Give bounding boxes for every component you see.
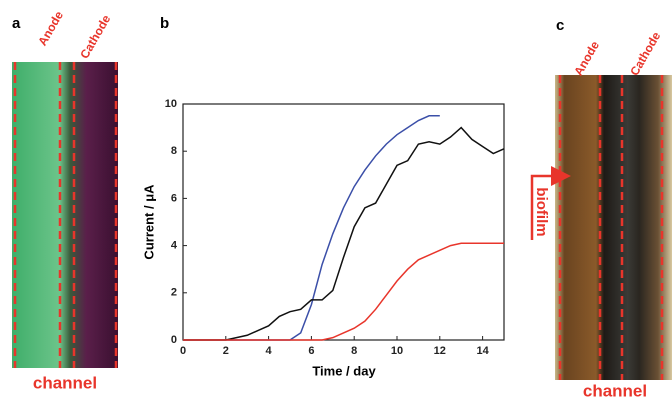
electrode-label: Anode <box>35 8 66 48</box>
micrograph <box>555 75 672 380</box>
x-tick-label: 6 <box>308 345 314 357</box>
chart: b Time / day Current / μA 0 2 4 6 8 10 12 14 0 2 4… <box>141 15 505 378</box>
y-tick-label: 2 <box>171 287 177 299</box>
arrow <box>530 166 571 240</box>
arrow-label: biofilm <box>533 187 550 236</box>
y-tick-label: 4 <box>171 240 178 252</box>
electrode-label: Anode <box>571 38 602 78</box>
caption: channel <box>583 381 647 400</box>
x-tick-label: 10 <box>391 345 403 357</box>
fluorescence-image <box>12 62 118 368</box>
electrode-label: Cathode <box>627 29 663 78</box>
series-line <box>183 115 440 341</box>
panel-label: a <box>12 15 21 32</box>
panel-label: c <box>556 17 564 34</box>
y-axis-title: Current / μA <box>141 184 156 260</box>
panel-label: b <box>160 15 169 32</box>
series-line <box>183 242 504 341</box>
y-tick-label: 10 <box>165 98 177 110</box>
x-tick-label: 12 <box>434 345 446 357</box>
x-tick-label: 2 <box>223 345 229 357</box>
x-axis-title: Time / day <box>312 363 376 378</box>
x-tick-label: 4 <box>266 345 273 357</box>
x-tick-label: 8 <box>351 345 357 357</box>
plot-frame <box>182 103 505 341</box>
series-line <box>183 126 505 341</box>
channel-edges <box>13 62 118 368</box>
caption: channel <box>33 373 97 392</box>
x-tick-label: 0 <box>180 345 186 357</box>
y-tick-label: 6 <box>171 192 177 204</box>
y-tick-label: 8 <box>171 145 177 157</box>
channel-edges <box>558 75 664 380</box>
y-tick-label: 0 <box>171 334 177 346</box>
x-tick-label: 14 <box>476 345 489 357</box>
electrode-label: Cathode <box>77 12 113 61</box>
